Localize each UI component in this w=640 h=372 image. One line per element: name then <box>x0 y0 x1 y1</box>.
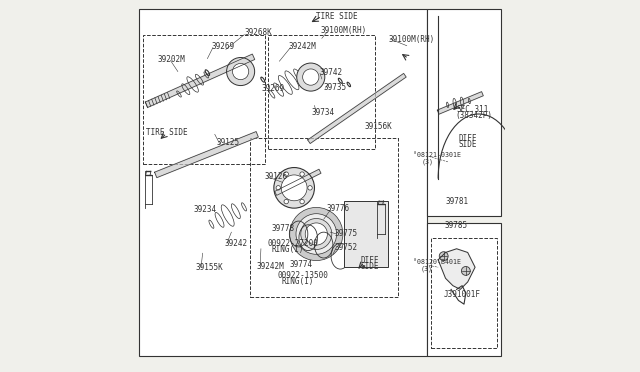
Text: 39269: 39269 <box>211 42 234 51</box>
Circle shape <box>276 186 280 190</box>
Text: 39785: 39785 <box>445 221 468 230</box>
Text: RING(1): RING(1) <box>271 245 303 254</box>
Text: 39774: 39774 <box>290 260 313 269</box>
Text: 39752: 39752 <box>334 243 357 252</box>
Bar <box>344 201 388 267</box>
Circle shape <box>308 186 312 190</box>
Text: °08120-B401E: °08120-B401E <box>413 259 461 266</box>
Bar <box>431 238 497 349</box>
Text: 39125: 39125 <box>216 138 240 147</box>
Circle shape <box>284 199 289 204</box>
Text: 39269: 39269 <box>261 84 284 93</box>
Text: 39242M: 39242M <box>257 262 284 270</box>
Text: SEC.311: SEC.311 <box>456 105 489 114</box>
Text: 00922-27200: 00922-27200 <box>268 239 319 248</box>
Text: SIDE: SIDE <box>458 140 477 149</box>
Polygon shape <box>308 73 406 144</box>
Bar <box>427 9 501 215</box>
Circle shape <box>297 63 324 91</box>
Text: J391001F: J391001F <box>444 291 481 299</box>
Text: 39242: 39242 <box>225 240 248 248</box>
Text: 39778: 39778 <box>271 224 294 233</box>
Text: 39735: 39735 <box>324 83 347 92</box>
Polygon shape <box>438 249 475 289</box>
Circle shape <box>303 69 319 85</box>
Text: (3): (3) <box>420 266 433 272</box>
Circle shape <box>284 172 289 176</box>
Text: (3): (3) <box>422 158 433 164</box>
Text: 39100M(RH): 39100M(RH) <box>388 35 435 44</box>
Text: 39242M: 39242M <box>289 42 316 51</box>
Text: TIRE SIDE: TIRE SIDE <box>316 12 358 21</box>
Circle shape <box>281 175 307 201</box>
Bar <box>427 223 501 356</box>
Circle shape <box>461 266 470 275</box>
Circle shape <box>274 167 314 208</box>
Circle shape <box>227 58 255 86</box>
Text: RING(1): RING(1) <box>281 278 314 286</box>
Text: 39234: 39234 <box>194 205 217 215</box>
Text: 39776: 39776 <box>326 204 350 214</box>
Polygon shape <box>155 132 259 178</box>
Bar <box>139 9 427 356</box>
Text: 39781: 39781 <box>445 197 468 206</box>
Text: 00922-13500: 00922-13500 <box>278 271 328 280</box>
Circle shape <box>301 218 332 250</box>
Circle shape <box>300 199 304 204</box>
Text: °08121-0301E: °08121-0301E <box>413 152 461 158</box>
Circle shape <box>300 172 304 176</box>
Text: 39100M(RH): 39100M(RH) <box>321 26 367 35</box>
Bar <box>143 35 264 164</box>
Text: 39775: 39775 <box>334 230 357 238</box>
Text: DIFF: DIFF <box>361 256 380 265</box>
Circle shape <box>232 63 249 80</box>
Circle shape <box>439 252 448 260</box>
Bar <box>250 138 397 297</box>
Polygon shape <box>145 54 255 108</box>
Text: 39156K: 39156K <box>364 122 392 131</box>
Text: SIDE: SIDE <box>361 262 380 271</box>
Polygon shape <box>437 92 483 114</box>
Text: TIRE SIDE: TIRE SIDE <box>146 128 188 137</box>
Text: 39268K: 39268K <box>244 28 272 37</box>
Polygon shape <box>275 169 321 195</box>
Text: DIFF: DIFF <box>458 134 477 143</box>
Text: 39126: 39126 <box>264 172 287 181</box>
Text: 39202M: 39202M <box>157 55 186 64</box>
Circle shape <box>290 208 343 260</box>
Circle shape <box>296 214 337 254</box>
Circle shape <box>305 223 328 245</box>
Text: 39155K: 39155K <box>195 263 223 272</box>
Text: 39742: 39742 <box>319 68 342 77</box>
Text: 39734: 39734 <box>312 108 335 117</box>
Text: (38342P): (38342P) <box>456 111 493 121</box>
Bar <box>268 35 376 149</box>
